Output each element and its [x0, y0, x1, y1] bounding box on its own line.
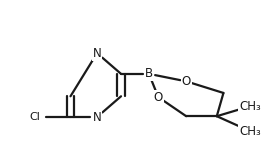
Text: N: N	[93, 47, 101, 60]
Text: B: B	[145, 67, 153, 80]
Text: Cl: Cl	[29, 112, 40, 122]
Text: N: N	[93, 111, 101, 124]
Text: CH₃: CH₃	[239, 100, 261, 113]
Text: O: O	[182, 75, 191, 88]
Text: O: O	[154, 91, 163, 104]
Text: CH₃: CH₃	[239, 125, 261, 138]
